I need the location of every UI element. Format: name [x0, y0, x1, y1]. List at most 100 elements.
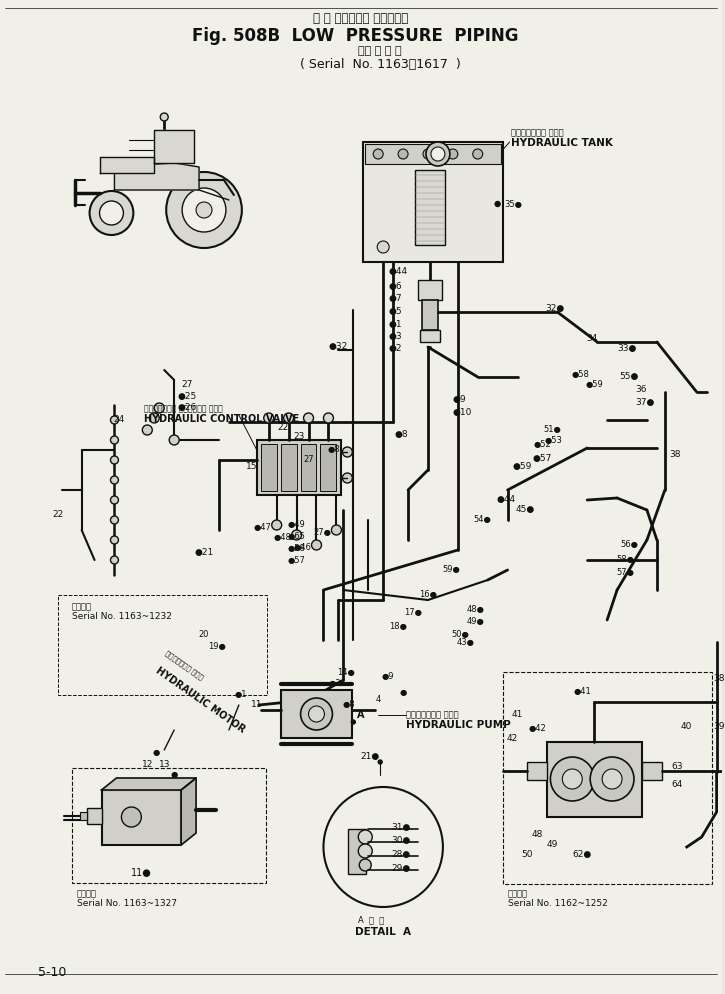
Circle shape [110, 456, 118, 464]
Bar [365, 144, 501, 164]
Text: HYDRAULIC CONTROL VALVE: HYDRAULIC CONTROL VALVE [144, 414, 299, 424]
Text: ●: ● [170, 770, 178, 779]
Circle shape [342, 473, 352, 483]
Circle shape [110, 476, 118, 484]
Circle shape [563, 769, 582, 789]
Bar [261, 444, 277, 491]
Text: ●25: ●25 [178, 392, 196, 401]
Text: 11: 11 [251, 700, 262, 709]
Bar [422, 300, 438, 330]
Circle shape [378, 760, 382, 764]
Text: 20: 20 [199, 630, 210, 639]
Circle shape [166, 172, 242, 248]
Bar [420, 330, 440, 342]
Circle shape [473, 149, 483, 159]
Text: 38: 38 [669, 450, 680, 459]
Bar [80, 812, 86, 820]
Bar [528, 762, 547, 780]
Bar [257, 440, 341, 495]
Text: ●1: ●1 [235, 690, 247, 699]
Circle shape [283, 413, 294, 423]
Polygon shape [115, 163, 199, 190]
Text: 35●: 35● [505, 200, 523, 209]
Circle shape [99, 201, 123, 225]
Circle shape [426, 142, 450, 166]
Bar [58, 595, 267, 695]
Text: ●59: ●59 [585, 380, 603, 389]
Circle shape [309, 706, 325, 722]
Text: 22: 22 [277, 423, 289, 432]
Text: 30●: 30● [392, 836, 410, 845]
Text: ハイドロリック タンク: ハイドロリック タンク [510, 128, 563, 137]
Bar [642, 762, 662, 780]
Circle shape [373, 149, 384, 159]
Circle shape [110, 556, 118, 564]
Bar [281, 444, 297, 491]
Text: 24: 24 [114, 415, 125, 424]
Text: ●58: ●58 [288, 544, 305, 553]
Text: 15: 15 [246, 462, 257, 471]
Text: Serial No. 1162~1252: Serial No. 1162~1252 [507, 899, 608, 908]
Text: HYDRAULIC PUMP: HYDRAULIC PUMP [406, 720, 511, 730]
Circle shape [110, 516, 118, 524]
Circle shape [304, 413, 313, 423]
Circle shape [323, 413, 334, 423]
Polygon shape [99, 157, 154, 173]
Bar [320, 444, 336, 491]
Text: ●9: ●9 [382, 672, 394, 681]
Polygon shape [154, 130, 194, 163]
Text: A  ぶ  れ: A ぶ れ [358, 915, 384, 924]
Text: 50: 50 [522, 850, 534, 859]
Text: 64: 64 [671, 780, 682, 789]
Text: 27: 27 [181, 380, 193, 389]
Text: 適用号機: 適用号機 [507, 889, 528, 898]
Text: ●53: ●53 [544, 436, 563, 445]
Text: 14●: 14● [337, 668, 355, 677]
Circle shape [590, 757, 634, 801]
Polygon shape [181, 778, 196, 845]
Text: 23: 23 [293, 432, 304, 441]
Text: 49●: 49● [467, 617, 484, 626]
Text: 39: 39 [713, 722, 724, 731]
Text: 59●: 59● [442, 565, 460, 574]
Text: 38: 38 [713, 674, 724, 683]
Text: ●: ● [153, 748, 160, 757]
Text: 適用号機: 適用号機 [77, 889, 96, 898]
Circle shape [602, 769, 622, 789]
Text: （適 用 号 機: （適 用 号 機 [358, 46, 402, 56]
Text: DETAIL  A: DETAIL A [355, 927, 411, 937]
Text: ロ ー プレッシャ パイピング: ロ ー プレッシャ パイピング [312, 12, 408, 25]
Text: 19●: 19● [208, 642, 226, 651]
Circle shape [423, 149, 433, 159]
Text: ●65: ●65 [288, 532, 305, 541]
Circle shape [182, 188, 226, 232]
Text: 40: 40 [681, 722, 692, 731]
Text: ●1: ●1 [388, 320, 402, 329]
Text: ●41: ●41 [573, 687, 591, 696]
Polygon shape [102, 778, 196, 790]
Circle shape [154, 403, 165, 413]
Circle shape [196, 202, 212, 218]
Text: 11●: 11● [131, 868, 152, 878]
Text: ●7: ●7 [388, 294, 402, 303]
Circle shape [110, 416, 118, 424]
Text: 42: 42 [507, 734, 518, 743]
Circle shape [323, 787, 443, 907]
Text: A: A [357, 710, 364, 720]
Text: ●44: ●44 [496, 495, 515, 504]
Circle shape [169, 435, 179, 445]
Text: 34: 34 [587, 334, 597, 343]
Text: 適用号機: 適用号機 [72, 602, 91, 611]
Bar [102, 790, 181, 845]
Circle shape [121, 807, 141, 827]
Text: 5-10: 5-10 [38, 966, 66, 979]
Text: 50●: 50● [451, 630, 468, 639]
Text: ●58: ●58 [571, 370, 589, 379]
Text: 4: 4 [376, 695, 381, 704]
Text: 62●: 62● [573, 850, 592, 859]
Text: ハイドロリック ポンプ: ハイドロリック ポンプ [406, 710, 459, 719]
Text: ●3: ●3 [388, 332, 402, 341]
Circle shape [149, 413, 160, 423]
Bar [348, 829, 366, 874]
Circle shape [377, 241, 389, 253]
